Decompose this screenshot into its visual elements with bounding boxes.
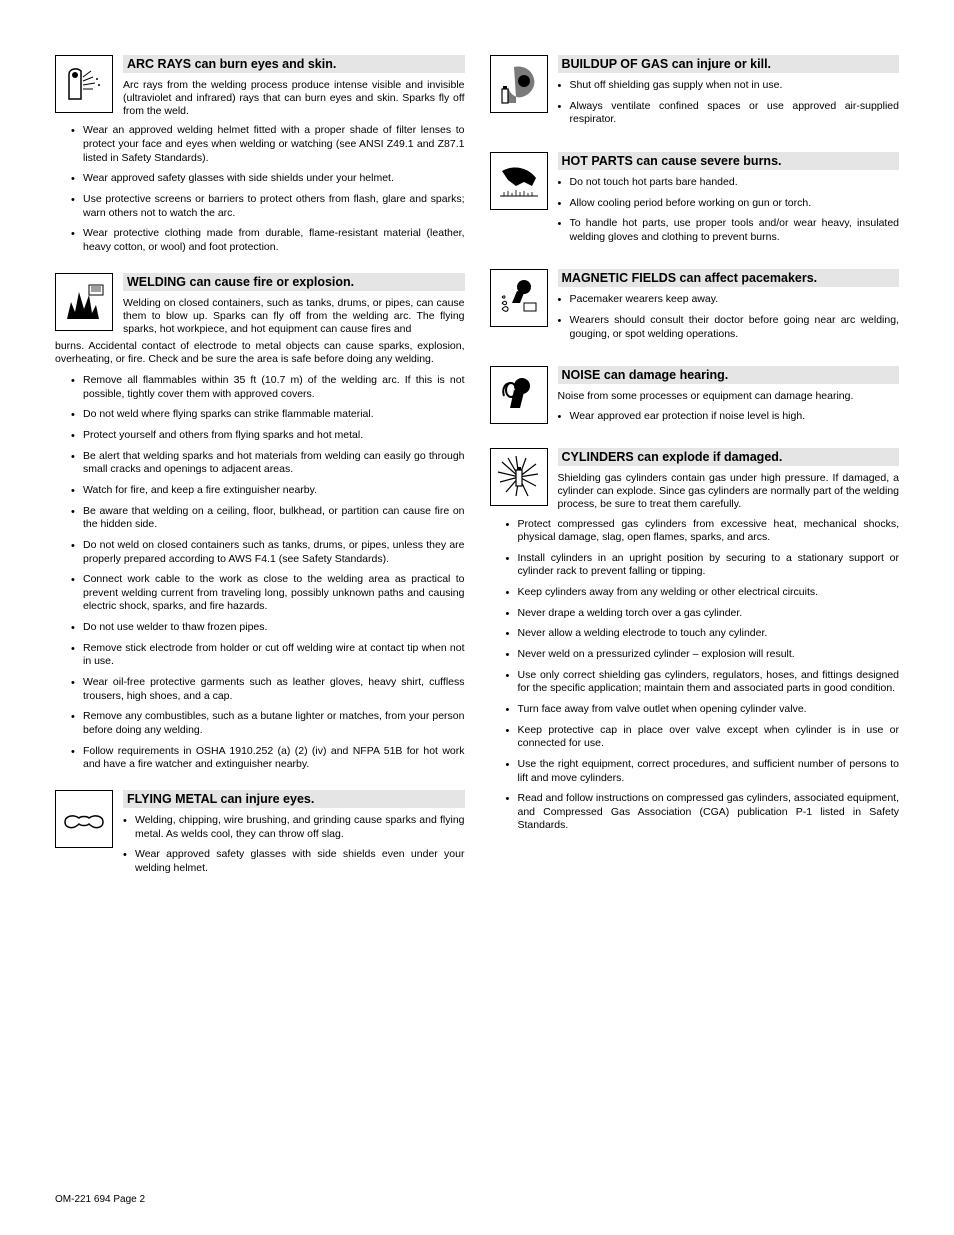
section-flying-metal: FLYING METAL can injure eyes. Welding, c… (55, 790, 465, 883)
page-columns: ARC RAYS can burn eyes and skin. Arc ray… (55, 55, 899, 900)
section-cylinders: CYLINDERS can explode if damaged. Shield… (490, 448, 900, 833)
noise-intro: Noise from some processes or equipment c… (558, 390, 900, 403)
welding-intro-rest: burns. Accidental contact of electrode t… (55, 340, 465, 366)
bullet: Be aware that welding on a ceiling, floo… (71, 505, 465, 532)
left-column: ARC RAYS can burn eyes and skin. Arc ray… (55, 55, 465, 900)
section-arc-rays: ARC RAYS can burn eyes and skin. Arc ray… (55, 55, 465, 255)
bullet: Never weld on a pressurized cylinder – e… (506, 648, 900, 662)
bullet: Wearers should consult their doctor befo… (558, 314, 900, 341)
arc-rays-icon (55, 55, 113, 113)
bullet: Welding, chipping, wire brushing, and gr… (123, 814, 465, 841)
bullet: Watch for fire, and keep a fire extingui… (71, 484, 465, 498)
section-gas: BUILDUP OF GAS can injure or kill. Shut … (490, 55, 900, 134)
bullet: Wear approved safety glasses with side s… (123, 848, 465, 875)
bullet: Be alert that welding sparks and hot mat… (71, 450, 465, 477)
right-column: BUILDUP OF GAS can injure or kill. Shut … (490, 55, 900, 900)
bullet: Do not touch hot parts bare handed. (558, 176, 900, 190)
noise-bullets: Wear approved ear protection if noise le… (558, 410, 900, 424)
section-hot-parts: HOT PARTS can cause severe burns. Do not… (490, 152, 900, 252)
bullet: Always ventilate confined spaces or use … (558, 100, 900, 127)
cyl-title: CYLINDERS can explode if damaged. (558, 448, 900, 466)
hot-parts-icon (490, 152, 548, 210)
section-magnetic: MAGNETIC FIELDS can affect pacemakers. P… (490, 269, 900, 348)
arc-title: ARC RAYS can burn eyes and skin. (123, 55, 465, 73)
cylinder-explode-icon (490, 448, 548, 506)
bullet: Use the right equipment, correct procedu… (506, 758, 900, 785)
magnetic-bullets: Pacemaker wearers keep away. Wearers sho… (558, 293, 900, 341)
gas-bullets: Shut off shielding gas supply when not i… (558, 79, 900, 127)
bullet: Wear oil-free protective garments such a… (71, 676, 465, 703)
bullet: Pacemaker wearers keep away. (558, 293, 900, 307)
bullet: Remove any combustibles, such as a butan… (71, 710, 465, 737)
bullet: Keep cylinders away from any welding or … (506, 586, 900, 600)
magnetic-fields-icon (490, 269, 548, 327)
hot-bullets: Do not touch hot parts bare handed. Allo… (558, 176, 900, 245)
bullet: Protect yourself and others from flying … (71, 429, 465, 443)
bullet: Read and follow instructions on compress… (506, 792, 900, 833)
bullet: Keep protective cap in place over valve … (506, 724, 900, 751)
flying-title: FLYING METAL can injure eyes. (123, 790, 465, 808)
bullet: Use protective screens or barriers to pr… (71, 193, 465, 220)
bullet: Allow cooling period before working on g… (558, 197, 900, 211)
bullet: Install cylinders in an upright position… (506, 552, 900, 579)
bullet: Wear approved ear protection if noise le… (558, 410, 900, 424)
noise-icon (490, 366, 548, 424)
fire-explosion-icon (55, 273, 113, 331)
bullet: To handle hot parts, use proper tools an… (558, 217, 900, 244)
welding-title: WELDING can cause fire or explosion. (123, 273, 465, 291)
bullet: Do not use welder to thaw frozen pipes. (71, 621, 465, 635)
safety-glasses-icon (55, 790, 113, 848)
welding-intro-partial: Welding on closed containers, such as ta… (123, 297, 465, 336)
bullet: Never allow a welding electrode to touch… (506, 627, 900, 641)
bullet: Protect compressed gas cylinders from ex… (506, 518, 900, 545)
section-welding: WELDING can cause fire or explosion. Wel… (55, 273, 465, 772)
bullet: Follow requirements in OSHA 1910.252 (a)… (71, 745, 465, 772)
arc-intro: Arc rays from the welding process produc… (123, 79, 465, 118)
bullet: Wear approved safety glasses with side s… (71, 172, 465, 186)
bullet: Do not weld where flying sparks can stri… (71, 408, 465, 422)
bullet: Remove all flammables within 35 ft (10.7… (71, 374, 465, 401)
gas-title: BUILDUP OF GAS can injure or kill. (558, 55, 900, 73)
arc-bullets: Wear an approved welding helmet fitted w… (55, 124, 465, 254)
bullet: Wear an approved welding helmet fitted w… (71, 124, 465, 165)
bullet: Turn face away from valve outlet when op… (506, 703, 900, 717)
welding-bullets: Remove all flammables within 35 ft (10.7… (55, 374, 465, 772)
bullet: Shut off shielding gas supply when not i… (558, 79, 900, 93)
bullet: Wear protective clothing made from durab… (71, 227, 465, 254)
magnetic-title: MAGNETIC FIELDS can affect pacemakers. (558, 269, 900, 287)
hot-title: HOT PARTS can cause severe burns. (558, 152, 900, 170)
bullet: Connect work cable to the work as close … (71, 573, 465, 614)
bullet: Never drape a welding torch over a gas c… (506, 607, 900, 621)
page-footer: OM-221 694 Page 2 (55, 1194, 145, 1205)
flying-bullets: Welding, chipping, wire brushing, and gr… (123, 814, 465, 876)
bullet: Do not weld on closed containers such as… (71, 539, 465, 566)
bullet: Use only correct shielding gas cylinders… (506, 669, 900, 696)
cyl-bullets: Protect compressed gas cylinders from ex… (490, 518, 900, 834)
cyl-intro: Shielding gas cylinders contain gas unde… (558, 472, 900, 511)
bullet: Remove stick electrode from holder or cu… (71, 642, 465, 669)
noise-title: NOISE can damage hearing. (558, 366, 900, 384)
gas-buildup-icon (490, 55, 548, 113)
section-noise: NOISE can damage hearing. Noise from som… (490, 366, 900, 430)
